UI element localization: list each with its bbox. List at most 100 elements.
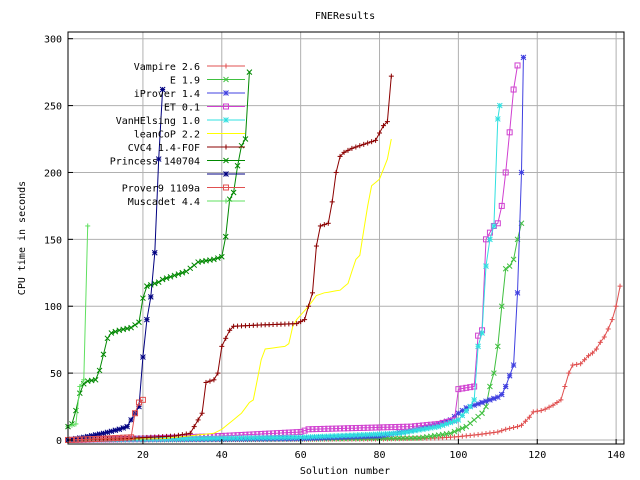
x-axis-label: Solution number [300,466,390,477]
data-point [491,370,497,376]
data-point [459,425,466,432]
legend-label: leanCoP 2.2 [134,130,200,141]
data-point [144,316,150,323]
data-point [483,431,489,437]
legend-label: VanHElsing 1.0 [116,116,200,127]
data-point [234,162,241,169]
data-point [298,319,304,325]
data-point [223,117,229,123]
x-tick-label: 120 [528,450,546,461]
legend-label: Muscadet 4.4 [128,197,200,208]
data-point [494,343,501,350]
x-tick-label: 60 [295,450,307,461]
legend: Vampire 2.6 E 1.9 iProver 1.4 ET 0.1 VanHEls… [110,62,245,208]
data-point [171,272,178,279]
data-point [356,424,363,431]
data-point [313,426,320,433]
data-point [353,144,359,150]
legend-label: Princess 140704 [110,157,200,168]
data-point [92,376,99,383]
data-point [147,281,154,288]
legend-label: Prover9 1109a [122,184,200,195]
data-point [223,198,229,204]
data-point [455,417,462,423]
legend-item: Prover9 1109a [122,184,245,195]
data-point [518,169,525,176]
data-point [613,303,619,309]
data-point [530,409,536,415]
data-point [337,425,344,432]
data-point [333,425,340,432]
data-point [195,417,201,423]
data-point [349,145,355,151]
data-point [467,403,474,410]
y-tick-label: 50 [50,369,62,380]
data-point [526,414,532,420]
data-point [459,385,466,392]
data-point [487,430,493,436]
data-point [69,422,75,428]
data-point [306,303,312,309]
data-point [179,269,186,276]
data-point [317,223,323,229]
data-point [617,283,623,289]
data-point [293,429,300,436]
data-point [309,290,315,296]
data-point [455,427,462,433]
data-point [183,431,189,437]
data-point [408,428,414,435]
data-point [100,351,107,358]
data-point [147,294,154,300]
data-point [593,346,599,352]
data-point [191,262,198,269]
data-point [227,327,233,333]
data-point [321,222,327,228]
data-point [179,432,185,438]
data-point [325,433,332,440]
data-point [321,425,328,432]
data-point [463,384,470,391]
data-point [455,386,462,393]
data-point [223,184,229,191]
data-point [289,429,296,436]
series-7 [65,69,253,430]
data-point [502,169,509,176]
data-point [155,156,162,162]
data-point [498,391,505,398]
data-point [507,425,513,431]
legend-item: ET 0.1 [164,103,245,114]
data-point [96,435,103,442]
data-point [223,63,229,69]
data-point [396,423,403,430]
data-point [337,153,343,159]
data-point [223,76,229,83]
data-point [124,423,131,430]
data-point [510,86,517,93]
data-point [558,397,564,403]
plot-frame [67,31,625,445]
data-point [211,256,217,263]
series-layer [65,54,623,443]
data-point [345,147,351,153]
data-point [475,343,481,350]
legend-label: iProver 1.4 [134,89,200,100]
legend-label: E 1.9 [170,76,200,87]
data-point [357,143,363,149]
data-point [503,426,509,432]
data-point [578,361,584,367]
data-point [341,149,347,155]
data-point [246,69,253,75]
x-tick-label: 140 [607,450,625,461]
data-point [562,383,568,389]
data-point [365,140,371,146]
data-point [76,390,83,397]
data-point [223,171,229,177]
data-point [352,425,359,432]
x-axis-ticks: 20 40 60 80 100 120 140 [137,439,625,461]
y-tick-label: 100 [44,302,62,313]
y-tick-label: 150 [44,235,62,246]
data-point [120,434,127,441]
series-10 [65,223,91,430]
data-point [155,279,162,285]
legend-item: E 1.9 [170,76,245,87]
